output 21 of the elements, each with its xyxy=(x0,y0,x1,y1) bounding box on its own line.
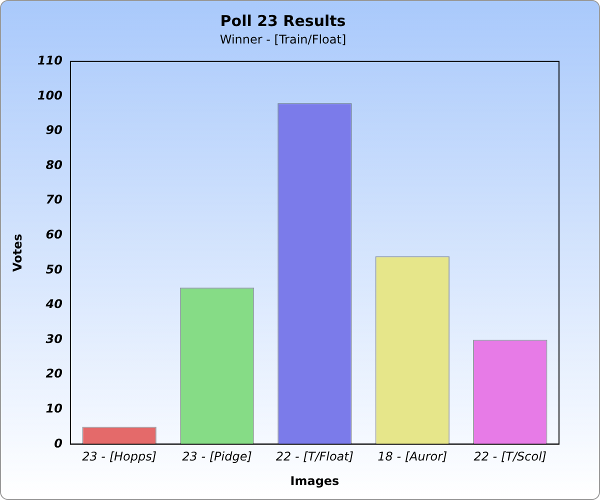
chart-title: Poll 23 Results xyxy=(220,12,346,30)
x-tick-label: 23 - [Hopps] xyxy=(82,450,157,464)
y-tick-label: 20 xyxy=(46,366,62,381)
y-tick-label: 100 xyxy=(37,88,62,102)
y-tick-label: 90 xyxy=(46,123,62,138)
y-tick-label: 10 xyxy=(46,402,62,416)
y-tick-label: 40 xyxy=(44,297,62,312)
y-tick-label: 60 xyxy=(46,228,62,242)
x-tick-label: 22 - [T/Float] xyxy=(276,450,354,464)
y-tick-label: 30 xyxy=(46,332,62,346)
x-tick-label: 23 - [Pidge] xyxy=(182,450,252,464)
x-axis-title: Images xyxy=(290,474,340,488)
y-tick-label: 80 xyxy=(46,158,62,172)
y-axis-title: Votes xyxy=(10,234,24,272)
x-tick-label: 18 - [Auror] xyxy=(378,450,448,464)
y-tick-label: 70 xyxy=(46,192,62,207)
y-tick-label: 0 xyxy=(54,436,62,450)
y-tick-label: 110 xyxy=(37,54,62,68)
y-tick-label: 50 xyxy=(46,262,62,276)
chart-subtitle: Winner - [Train/Float] xyxy=(220,32,346,46)
x-tick-label: 22 - [T/Scol] xyxy=(474,450,547,464)
